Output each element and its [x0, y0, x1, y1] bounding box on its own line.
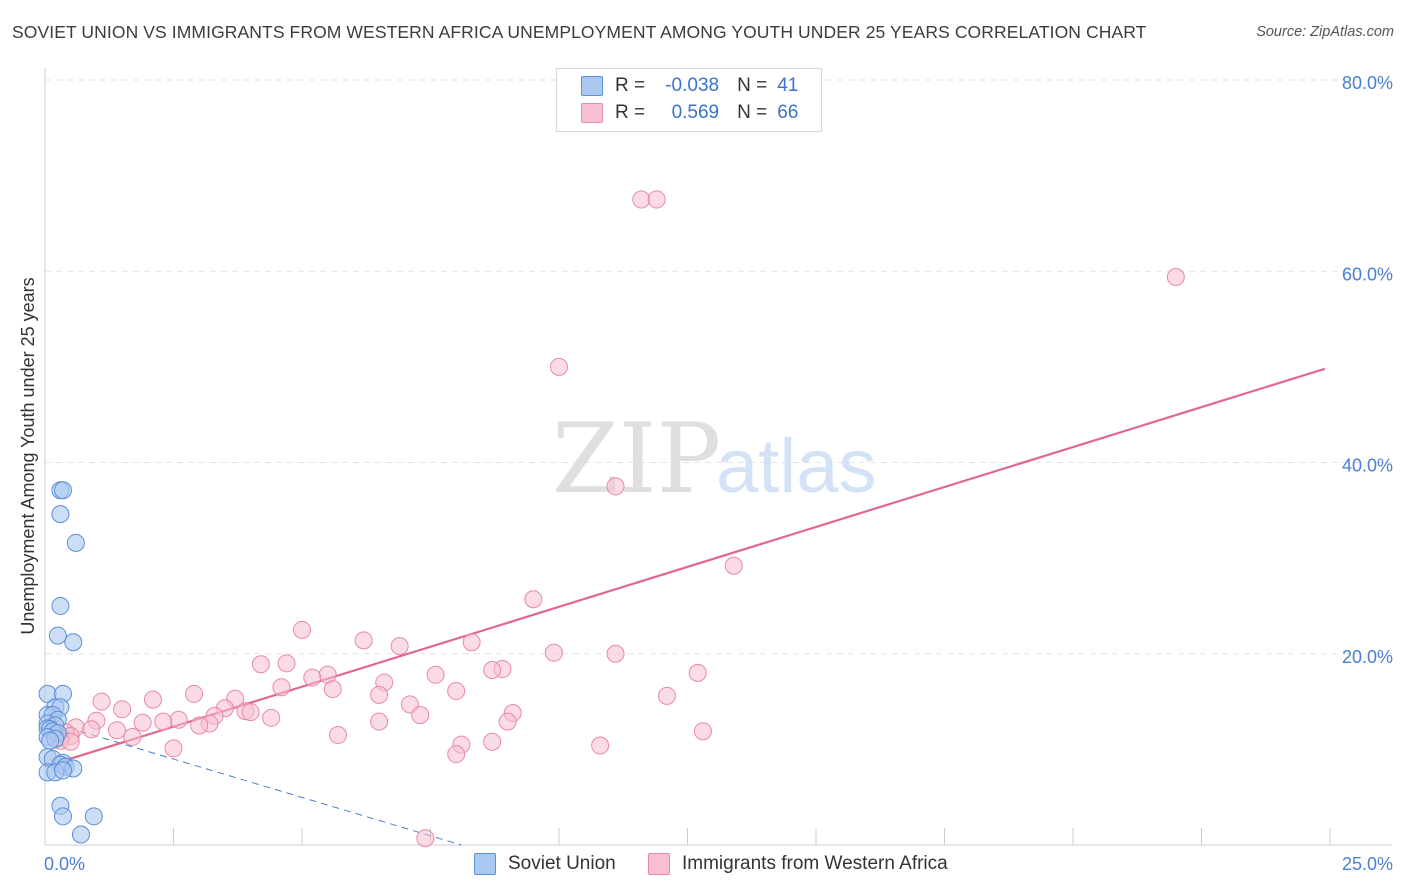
legend-n-value: 66: [777, 102, 799, 123]
point-wafrica: [323, 680, 342, 699]
chart-source: Source: ZipAtlas.com: [1256, 24, 1394, 40]
legend-r-value: 0.569: [671, 102, 720, 123]
point-wafrica: [483, 732, 502, 751]
point-wafrica: [251, 655, 270, 674]
point-wafrica: [328, 726, 347, 745]
point-wafrica: [544, 643, 563, 662]
point-soviet: [53, 761, 72, 780]
point-wafrica: [498, 712, 517, 731]
point-wafrica: [632, 190, 651, 209]
point-wafrica: [693, 722, 712, 741]
data-points: [38, 190, 1185, 848]
grid-lines: [45, 79, 1392, 655]
point-wafrica: [483, 661, 502, 680]
point-wafrica: [657, 686, 676, 705]
y-tick-label: 80.0%: [1342, 73, 1393, 93]
point-wafrica: [390, 637, 409, 656]
point-wafrica: [1166, 267, 1185, 286]
point-soviet: [41, 731, 60, 750]
trend-line-wafrica: [44, 367, 1326, 768]
legend-item-wafrica[interactable]: Immigrants from Western Africa: [648, 851, 948, 877]
point-wafrica: [416, 829, 435, 848]
point-soviet: [71, 825, 90, 844]
legend-n-label: N =: [737, 75, 768, 96]
point-wafrica: [724, 556, 743, 575]
point-soviet: [51, 596, 70, 615]
point-soviet: [66, 533, 85, 552]
point-wafrica: [272, 678, 291, 697]
point-wafrica: [262, 708, 281, 727]
point-wafrica: [447, 682, 466, 701]
watermark: ZIP atlas: [552, 403, 877, 515]
point-soviet: [64, 633, 83, 652]
point-wafrica: [154, 712, 173, 731]
point-wafrica: [143, 690, 162, 709]
point-wafrica: [591, 736, 610, 755]
y-axis-title: Unemployment Among Youth under 25 years: [18, 277, 38, 634]
point-soviet: [53, 807, 72, 826]
y-tick-label: 40.0%: [1342, 456, 1393, 476]
trend-lines: [44, 367, 1326, 846]
legend-r-value: -0.038: [665, 75, 720, 96]
watermark-zip: ZIP: [552, 403, 721, 515]
x-tick-label: 0.0%: [44, 854, 85, 874]
point-wafrica: [303, 668, 322, 687]
legend-label-wafrica: Immigrants from Western Africa: [682, 853, 948, 874]
legend-label-soviet: Soviet Union: [508, 853, 616, 874]
legend-r-label: R =: [615, 102, 646, 123]
point-wafrica: [447, 745, 466, 764]
point-wafrica: [164, 739, 183, 758]
watermark-atlas: atlas: [716, 424, 877, 509]
point-wafrica: [241, 703, 260, 722]
point-soviet: [51, 505, 70, 524]
point-wafrica: [550, 357, 568, 376]
legend-row-soviet: R = -0.038 N = 41: [581, 73, 798, 99]
axis-labels: 20.0% 40.0% 60.0% 80.0% 0.0% 25.0%: [44, 73, 1393, 874]
point-wafrica: [426, 665, 445, 684]
legend-n-value: 41: [777, 75, 799, 96]
point-wafrica: [647, 190, 666, 209]
point-wafrica: [688, 663, 707, 682]
legend-item-soviet[interactable]: Soviet Union: [474, 851, 616, 877]
point-soviet: [53, 481, 72, 500]
point-soviet: [48, 626, 67, 645]
x-tick-label: 25.0%: [1342, 854, 1393, 874]
point-wafrica: [462, 633, 481, 652]
wafrica-swatch: [648, 853, 670, 875]
point-wafrica: [277, 654, 296, 673]
point-wafrica: [411, 705, 430, 724]
point-wafrica: [190, 716, 209, 735]
point-wafrica: [606, 644, 625, 663]
soviet-swatch: [581, 76, 603, 96]
point-wafrica: [370, 685, 389, 704]
point-wafrica: [354, 631, 373, 650]
point-wafrica: [293, 620, 311, 639]
point-wafrica: [524, 590, 543, 609]
point-wafrica: [606, 477, 625, 496]
soviet-swatch: [474, 853, 496, 875]
point-wafrica: [169, 710, 188, 729]
point-wafrica: [107, 721, 126, 740]
point-wafrica: [123, 727, 142, 746]
trend-line-soviet: [44, 720, 462, 846]
point-wafrica: [185, 684, 204, 703]
chart-title: SOVIET UNION VS IMMIGRANTS FROM WESTERN …: [12, 22, 1147, 42]
legend-r-label: R =: [615, 75, 646, 96]
correlation-legend: R = -0.038 N = 41 R = 0.569 N = 66: [556, 68, 822, 132]
point-wafrica: [133, 713, 152, 732]
point-wafrica: [113, 700, 132, 719]
point-wafrica: [92, 692, 111, 711]
point-wafrica: [82, 720, 101, 739]
wafrica-swatch: [581, 103, 603, 123]
legend-n-label: N =: [737, 102, 768, 123]
y-tick-label: 20.0%: [1342, 647, 1393, 667]
point-wafrica: [370, 712, 389, 731]
legend-row-wafrica: R = 0.569 N = 66: [581, 100, 798, 126]
point-soviet: [84, 807, 103, 826]
y-tick-label: 60.0%: [1342, 264, 1393, 284]
